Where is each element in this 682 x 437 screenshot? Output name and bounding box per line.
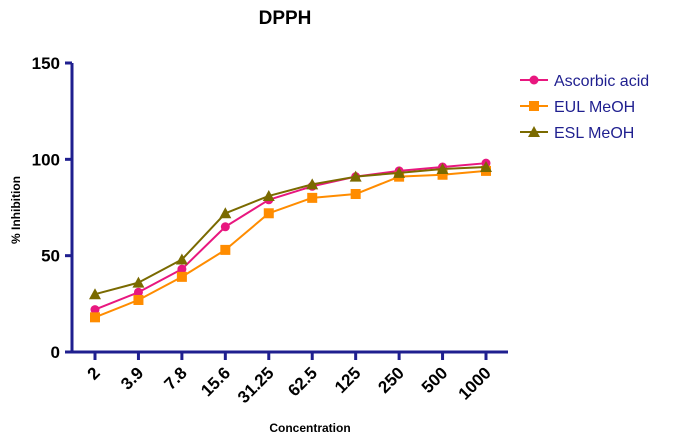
x-tick-label: 62.5 (284, 363, 321, 400)
series-line-esl-meoh (94, 166, 487, 296)
y-tick-label: 50 (41, 247, 60, 266)
legend-marker-eul-meoh (529, 101, 539, 111)
data-point-esl-meoh (219, 207, 232, 219)
axes-group: 0 50 100 150 2 3.9 7.8 15.6 31.25 62.5 125 250 500 10… (32, 54, 508, 407)
data-point-esl-meoh (132, 276, 145, 288)
data-point-esl-meoh (89, 288, 101, 300)
x-tick-label: 125 (331, 363, 364, 396)
x-tick-label: 31.25 (234, 363, 278, 407)
legend-marker-esl-meoh (528, 126, 540, 137)
y-tick-label: 0 (51, 343, 60, 362)
data-point-eul-meoh (90, 312, 100, 323)
legend-item-ascorbic-acid: Ascorbic acid (520, 73, 649, 90)
x-axis-label: Concentration (269, 421, 350, 435)
x-tick-label: 7.8 (161, 363, 191, 393)
data-point-ascorbic-acid (177, 264, 187, 274)
y-tick-label: 150 (32, 54, 60, 73)
legend-item-eul-meoh: EUL MeOH (520, 99, 635, 116)
x-tick-label: 2 (84, 363, 104, 383)
data-point-eul-meoh (220, 244, 231, 255)
legend-label-eul-meoh: EUL MeOH (554, 99, 635, 116)
series-line-ascorbic-acid (94, 162, 487, 311)
legend-marker-ascorbic-acid (529, 75, 539, 85)
data-point-esl-meoh (175, 253, 188, 265)
data-point-esl-meoh (393, 166, 406, 178)
data-point-eul-meoh (437, 169, 448, 180)
x-tick-label: 500 (418, 363, 451, 396)
series-ascorbic-acid (90, 158, 491, 315)
data-point-eul-meoh (263, 208, 274, 219)
data-point-esl-meoh (480, 161, 492, 173)
legend: Ascorbic acid EUL MeOH ESL MeOH (520, 73, 649, 142)
data-point-ascorbic-acid (220, 222, 230, 232)
x-tick-label: 250 (374, 363, 407, 396)
data-point-ascorbic-acid (133, 287, 143, 297)
x-tick-label: 1000 (455, 363, 495, 403)
data-point-esl-meoh (306, 178, 319, 190)
legend-label-esl-meoh: ESL MeOH (554, 125, 634, 142)
series-layer (89, 158, 492, 323)
series-esl-meoh (89, 161, 492, 300)
data-point-eul-meoh (133, 294, 144, 305)
chart-title: DPPH (259, 8, 312, 29)
y-tick-label: 100 (32, 150, 60, 169)
data-point-eul-meoh (307, 192, 318, 203)
x-tick-label: 15.6 (197, 363, 234, 400)
data-point-ascorbic-acid (90, 305, 100, 315)
data-point-eul-meoh (350, 189, 361, 200)
y-axis-label: % Inhibition (9, 176, 23, 244)
data-point-eul-meoh (176, 271, 187, 282)
data-point-esl-meoh (262, 189, 275, 201)
data-point-esl-meoh (349, 170, 362, 182)
x-tick-label: 3.9 (117, 363, 147, 393)
legend-item-esl-meoh: ESL MeOH (520, 125, 634, 142)
legend-label-ascorbic-acid: Ascorbic acid (554, 73, 649, 90)
data-point-esl-meoh (436, 162, 449, 174)
series-line-eul-meoh (94, 169, 487, 319)
